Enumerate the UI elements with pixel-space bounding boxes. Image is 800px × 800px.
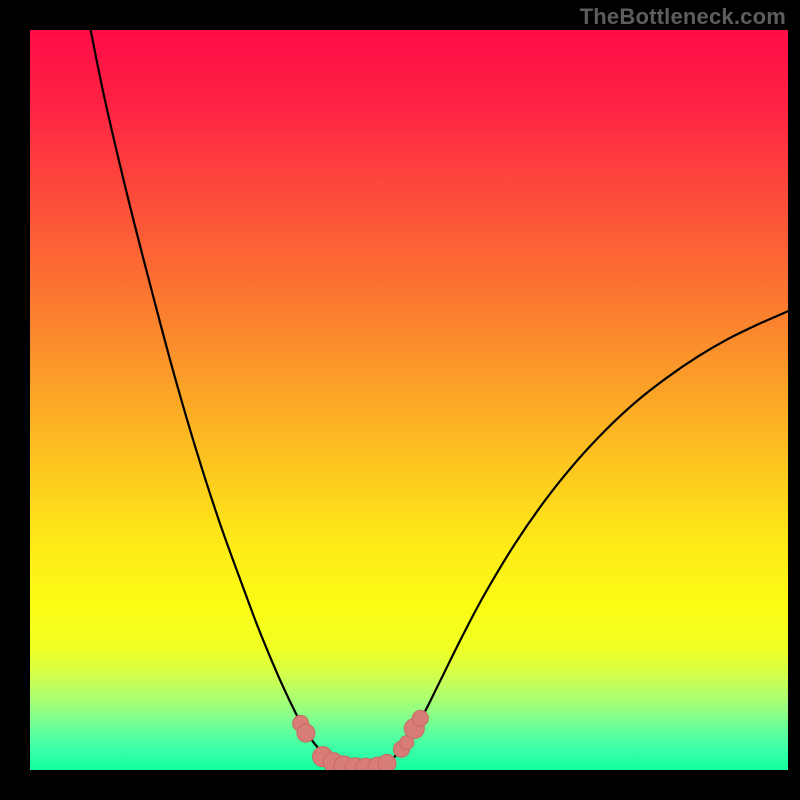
gradient-background xyxy=(30,30,788,770)
marker-point xyxy=(297,724,315,742)
marker-point xyxy=(412,710,428,726)
plot-area xyxy=(30,30,788,770)
chart-svg xyxy=(30,30,788,770)
watermark-text: TheBottleneck.com xyxy=(580,4,786,30)
marker-point xyxy=(378,754,396,770)
chart-container: TheBottleneck.com xyxy=(0,0,800,800)
